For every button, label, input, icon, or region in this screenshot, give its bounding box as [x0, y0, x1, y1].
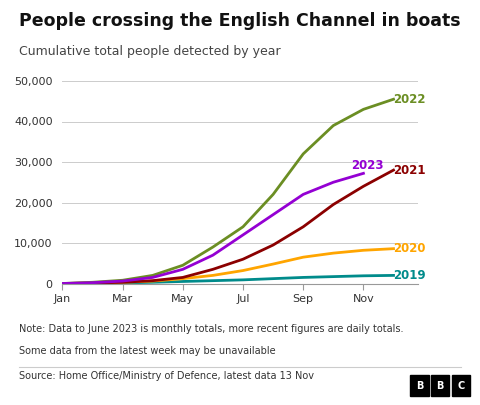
Text: 2023: 2023 — [351, 159, 384, 172]
Text: Some data from the latest week may be unavailable: Some data from the latest week may be un… — [19, 346, 276, 356]
Text: B: B — [436, 381, 444, 390]
Text: 2020: 2020 — [394, 242, 426, 255]
Text: Source: Home Office/Ministry of Defence, latest data 13 Nov: Source: Home Office/Ministry of Defence,… — [19, 371, 314, 381]
Text: People crossing the English Channel in boats: People crossing the English Channel in b… — [19, 12, 461, 30]
Text: C: C — [457, 381, 465, 390]
Text: Cumulative total people detected by year: Cumulative total people detected by year — [19, 45, 281, 58]
Text: 2019: 2019 — [394, 269, 426, 282]
Text: Note: Data to June 2023 is monthly totals, more recent figures are daily totals.: Note: Data to June 2023 is monthly total… — [19, 324, 404, 334]
Text: 2022: 2022 — [394, 93, 426, 106]
Text: B: B — [416, 381, 423, 390]
Text: 2021: 2021 — [394, 164, 426, 177]
